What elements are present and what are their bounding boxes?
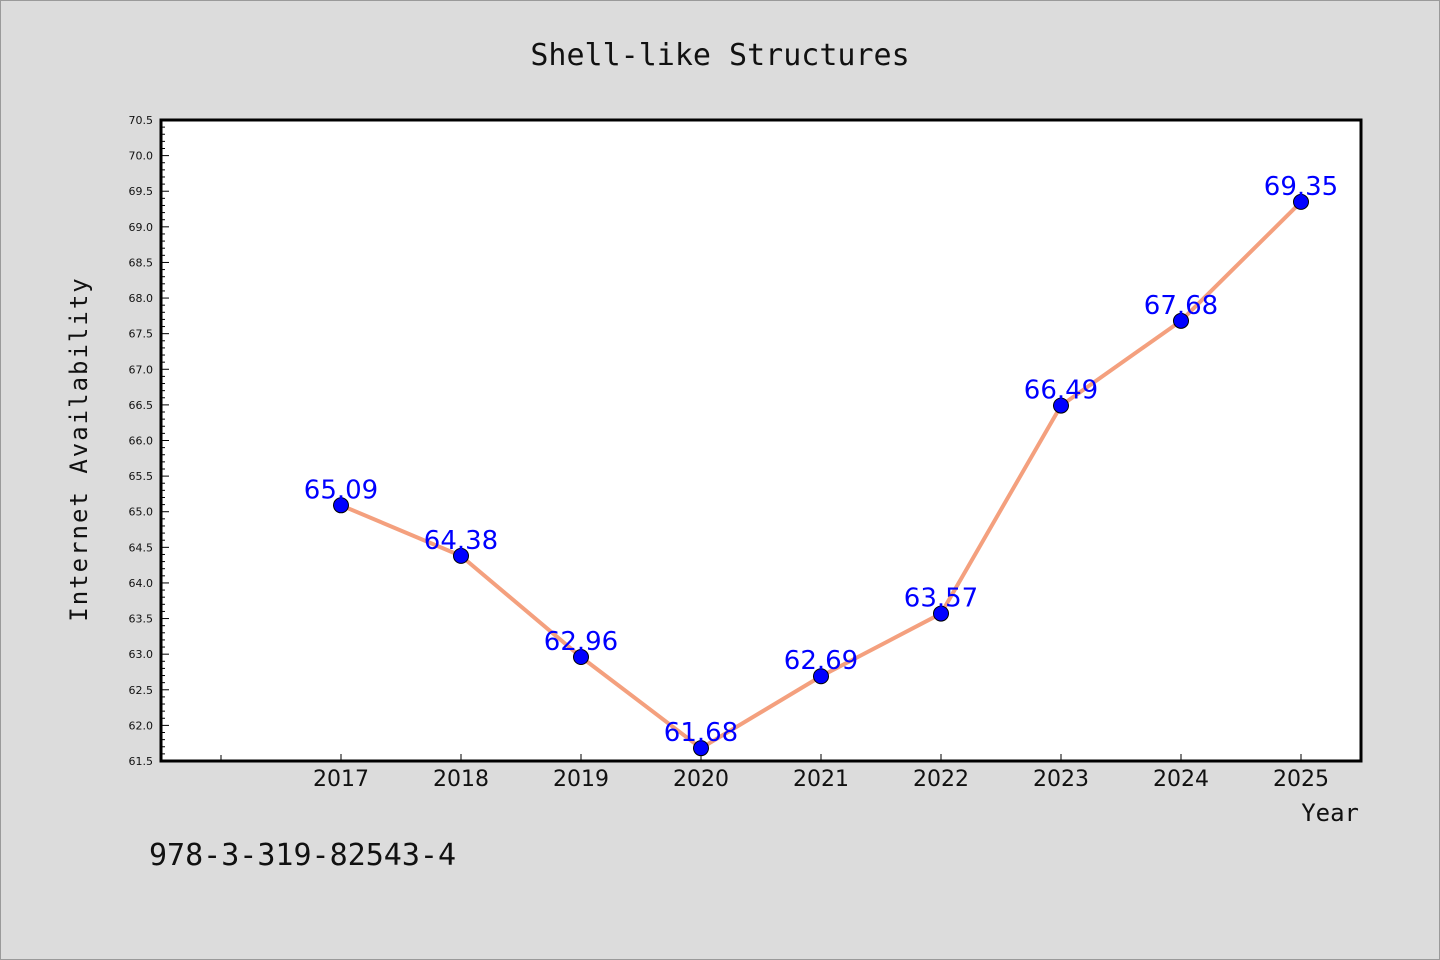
y-tick-label: 61.5 [129, 755, 154, 768]
data-label: 66.49 [1024, 376, 1098, 406]
y-tick-label: 69.5 [129, 185, 154, 198]
y-tick-label: 62.5 [129, 684, 154, 697]
y-tick-label: 65.0 [129, 506, 154, 519]
data-points [333, 193, 1309, 757]
data-labels: 65.09 64.38 62.96 61.68 62.69 63.57 66.49 67.68… [304, 172, 1338, 748]
x-axis-ticks: 2017 2018 2019 2020 2021 2022 2023 2024 2025 [220, 754, 1329, 792]
y-tick-label: 62.0 [129, 719, 154, 732]
x-tick-label: 2020 [673, 767, 729, 792]
data-label: 69.35 [1264, 172, 1338, 202]
x-tick-label: 2019 [553, 767, 609, 792]
y-tick-label: 65.5 [129, 470, 154, 483]
data-label: 62.69 [784, 646, 858, 676]
x-tick-label: 2017 [313, 767, 369, 792]
data-label: 62.96 [544, 627, 618, 657]
data-point-marker [693, 740, 709, 757]
y-tick-label: 66.5 [129, 399, 154, 412]
data-label: 64.38 [424, 526, 498, 556]
y-tick-label: 68.0 [129, 292, 154, 305]
y-axis-label: Internet Availability [65, 276, 93, 621]
data-label: 67.68 [1144, 291, 1218, 321]
y-tick-label: 67.0 [129, 363, 154, 376]
data-point-marker [453, 547, 469, 564]
y-tick-label: 68.5 [129, 256, 154, 269]
x-tick-label: 2024 [1153, 767, 1209, 792]
y-tick-label: 63.0 [129, 648, 154, 661]
y-tick-label: 67.5 [129, 328, 154, 341]
y-tick-label: 66.0 [129, 435, 154, 448]
data-point-marker [1173, 312, 1189, 329]
chart-title: Shell-like Structures [530, 38, 909, 73]
x-tick-label: 2018 [433, 767, 489, 792]
data-point-marker [1293, 193, 1309, 210]
y-tick-label: 69.0 [129, 221, 154, 234]
data-point-marker [573, 649, 589, 666]
x-axis-label: Year [1301, 799, 1359, 827]
data-label: 63.57 [904, 584, 978, 614]
data-point-marker [933, 605, 949, 622]
x-tick-label: 2021 [793, 767, 849, 792]
y-tick-label: 70.0 [129, 150, 154, 163]
x-tick-label: 2023 [1033, 767, 1089, 792]
plot-area [159, 118, 1363, 763]
data-point-marker [813, 668, 829, 685]
y-tick-label: 64.0 [129, 577, 154, 590]
x-tick-label: 2022 [913, 767, 969, 792]
isbn-footer-text: 978-3-319-82543-4 [149, 838, 456, 873]
data-point-marker [333, 497, 349, 514]
data-point-marker [1053, 397, 1069, 414]
y-tick-label: 70.5 [129, 114, 154, 127]
x-tick-label: 2025 [1273, 767, 1329, 792]
data-label: 65.09 [304, 475, 378, 505]
data-label: 61.68 [664, 718, 738, 748]
y-axis-ticks: 61.5 62.0 62.5 63.0 63.5 64.0 64.5 65.0 65.5 66.0… [129, 114, 169, 768]
y-tick-label: 64.5 [129, 541, 154, 554]
y-tick-label: 63.5 [129, 613, 154, 626]
